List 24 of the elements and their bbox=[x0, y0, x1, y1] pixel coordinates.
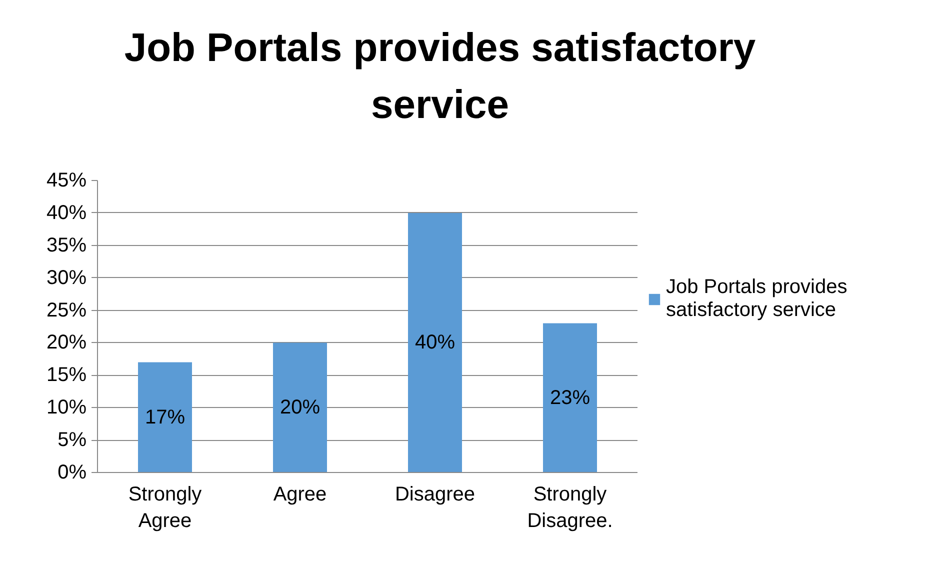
y-tick-label: 25% bbox=[46, 299, 87, 322]
y-tick-label: 35% bbox=[46, 234, 87, 256]
y-tick-label: 45% bbox=[46, 170, 87, 192]
data-label: 20% bbox=[280, 396, 320, 419]
x-tick-label: Agree bbox=[273, 484, 327, 506]
x-tick-label: Disagree bbox=[394, 484, 476, 506]
bar bbox=[273, 342, 327, 472]
data-label: 40% bbox=[414, 332, 456, 354]
data-label: 17% bbox=[144, 406, 186, 428]
y-tick-label: 40% bbox=[46, 202, 87, 224]
y-tick-label: 10% bbox=[46, 396, 87, 419]
x-tick-label: Strongly Agree bbox=[128, 484, 202, 532]
chart-title: Job Portals provides satisfactory service bbox=[123, 25, 757, 130]
bar bbox=[138, 362, 192, 472]
bar bbox=[543, 323, 597, 472]
y-tick-label: 20% bbox=[46, 332, 87, 354]
y-tick-label: 15% bbox=[46, 364, 87, 386]
bar bbox=[408, 212, 462, 472]
legend-label: Job Portals provides satisfactory service bbox=[666, 276, 848, 322]
y-tick-label: 0% bbox=[58, 462, 87, 484]
data-label: 23% bbox=[550, 386, 590, 409]
y-tick-label: 30% bbox=[46, 266, 87, 289]
y-tick-label: 5% bbox=[58, 429, 87, 452]
x-tick-label: Strongly Disagree. bbox=[527, 484, 613, 532]
